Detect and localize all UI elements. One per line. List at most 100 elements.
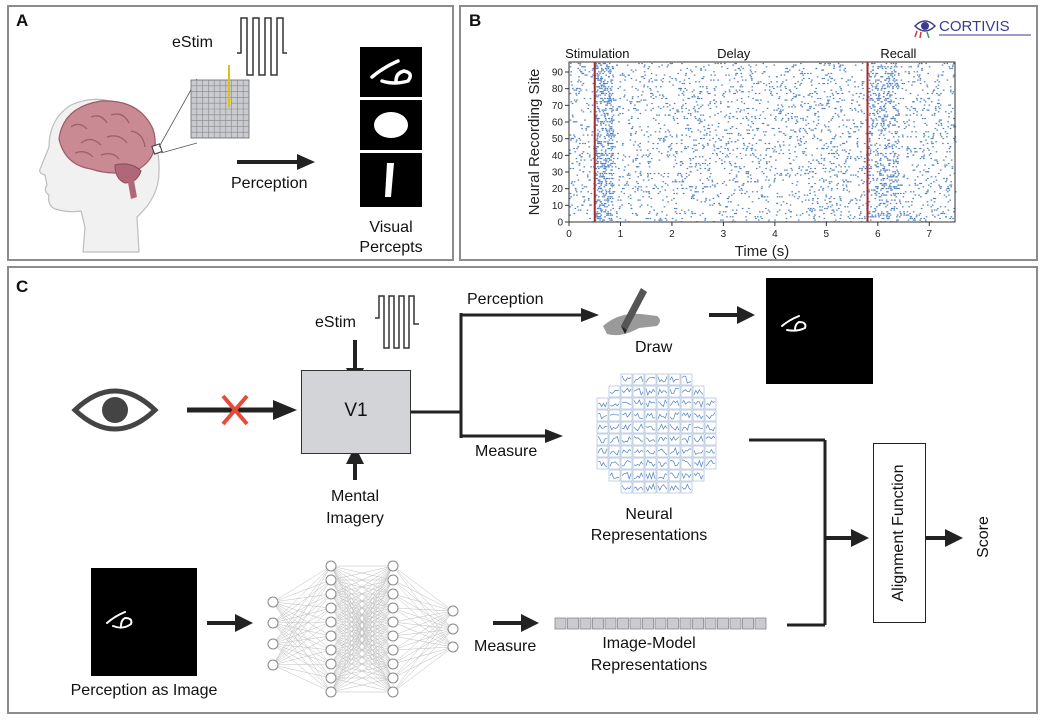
network-node (387, 630, 399, 642)
network-node (325, 560, 337, 572)
neural-cell (632, 421, 645, 434)
neural-cell (596, 421, 609, 434)
spike-dots (569, 62, 957, 223)
neural-cell (608, 409, 621, 422)
network-node (387, 560, 399, 572)
neural-cell (680, 445, 693, 458)
neural-cell (680, 421, 693, 434)
estim-label: eStim (315, 314, 356, 331)
percepts-caption-line1: Visual (369, 219, 413, 236)
percept-image-2 (360, 100, 422, 150)
measure-label-top: Measure (475, 443, 538, 460)
neural-cell (620, 397, 633, 410)
alignment-function-box (873, 443, 926, 623)
head-brain-illustration (39, 78, 198, 253)
neural-cell (632, 469, 645, 482)
neural-cell (692, 445, 705, 458)
panel-b: B CORTIVIS 0 1 2 3 4 5 6 7 0 10 20 30 40 50 60 70 80 90 Ti… (459, 5, 1038, 261)
neural-cell (608, 421, 621, 434)
neural-cell (596, 397, 609, 410)
embedding-cell (679, 617, 692, 630)
x-tick-label: 4 (772, 229, 778, 240)
network-node (387, 686, 399, 698)
network-node (387, 616, 399, 628)
neural-cell (680, 433, 693, 446)
neural-cell (596, 433, 609, 446)
y-tick-label: 0 (557, 218, 563, 229)
percept-image-1 (360, 47, 422, 97)
embedding-cell (729, 617, 742, 630)
neural-cell (704, 433, 717, 446)
perception-label: Perception (467, 291, 544, 308)
neural-cell (620, 385, 633, 398)
neural-cell (644, 445, 657, 458)
neural-cell (668, 373, 681, 386)
neural-cell (620, 433, 633, 446)
network-node (447, 623, 459, 635)
neural-cell (620, 445, 633, 458)
image-model-embedding-bar (554, 617, 767, 630)
drawn-percept-image (766, 278, 873, 384)
neural-cell (620, 457, 633, 470)
neural-cell (644, 457, 657, 470)
x-tick-label: 6 (875, 229, 881, 240)
neural-network-diagram (267, 560, 459, 698)
y-axis-label: Neural Recording Site (526, 69, 543, 216)
neural-cell (632, 397, 645, 410)
neural-cell (692, 433, 705, 446)
plot-frame (568, 61, 956, 223)
x-tick-label: 3 (721, 229, 727, 240)
neural-cell (668, 397, 681, 410)
x-tick-label: 7 (926, 229, 932, 240)
blocked-x-icon (221, 394, 249, 426)
neural-cell (644, 421, 657, 434)
network-node (325, 686, 337, 698)
neural-cell (608, 469, 621, 482)
y-tick-label: 60 (552, 118, 564, 129)
neural-cell (656, 457, 669, 470)
neural-representations-line1: Neural (625, 506, 673, 523)
perception-as-image-label: Perception as Image (70, 682, 218, 699)
embedding-cell (579, 617, 592, 630)
network-node (447, 641, 459, 653)
network-node (325, 630, 337, 642)
x-tick-label: 1 (618, 229, 624, 240)
y-tick-label: 10 (552, 201, 564, 212)
x-tick-label: 2 (669, 229, 675, 240)
panel-a-label: A (16, 11, 29, 30)
network-node (267, 638, 279, 650)
neural-cell (656, 397, 669, 410)
neural-cell (644, 433, 657, 446)
network-node (447, 605, 459, 617)
embedding-cell (617, 617, 629, 630)
y-tick-label: 40 (552, 151, 564, 162)
neural-cell (680, 409, 693, 422)
neural-cell (704, 457, 717, 470)
y-tick-label: 50 (552, 134, 564, 145)
measure-label-bottom: Measure (474, 638, 537, 655)
network-node (387, 658, 399, 670)
estim-pulse-train (237, 17, 287, 76)
neural-cell (632, 433, 645, 446)
network-node (267, 596, 279, 608)
v1-label: V1 (344, 400, 368, 421)
cortivis-logo: CORTIVIS (913, 18, 1031, 39)
embedding-cell (604, 617, 617, 630)
neural-cell (608, 445, 621, 458)
neural-cell (644, 373, 657, 386)
network-node (325, 588, 337, 600)
x-tick-label: 0 (566, 229, 572, 240)
eye-icon (71, 388, 159, 432)
y-tick-label: 20 (552, 184, 564, 195)
embedding-cell (554, 617, 567, 630)
perception-label: Perception (231, 175, 308, 192)
x-axis-label: Time (s) (735, 243, 789, 260)
score-label: Score (975, 516, 992, 558)
embedding-cell (754, 617, 767, 630)
neural-cell (680, 481, 693, 494)
network-node (325, 616, 337, 628)
percept-image-3 (360, 153, 422, 207)
electrode-array-icon (190, 79, 250, 139)
neural-cell (632, 457, 645, 470)
